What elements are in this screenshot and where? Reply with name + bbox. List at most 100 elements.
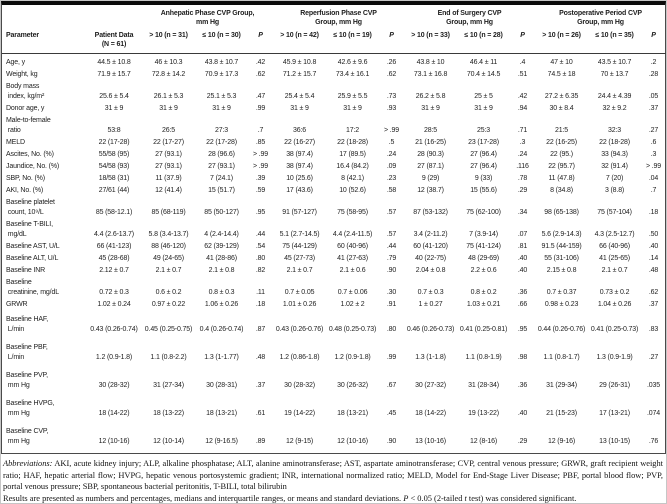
group-header-reperfusion: Reperfusion Phase CVP Group, mm Hg — [300, 10, 377, 26]
value-cell: 0.48 (0.25-0.73) — [328, 326, 377, 333]
p-value-cell: > .99 — [646, 163, 662, 170]
value-cell: 55 (31-106) — [544, 255, 579, 262]
anhepatic-le10-header: ≤ 10 (n = 30) — [195, 29, 248, 54]
table-row: Baseline ALT, U/L 45 (28-68) 49 (24-65) 41 … — [2, 253, 666, 265]
results-text-mid: < 0.05 (2-tailed — [408, 493, 465, 503]
group-header-postoperative: Postoperative Period CVP Group, mm Hg — [559, 10, 642, 26]
p-value-cell: .80 — [255, 255, 266, 262]
end-of-surgery-p-header: P — [510, 29, 536, 54]
value-cell: 0.46 (0.26-0.73) — [406, 326, 455, 333]
table-body: Age, y 44.5 ± 10.8 46 ± 10.3 43.8 ± 10.7.42… — [2, 54, 666, 454]
value-cell: 1.2 (0.9-1.8) — [334, 354, 371, 361]
parameter-label: MELD — [6, 139, 25, 146]
value-cell: 46 ± 10.3 — [154, 59, 183, 66]
value-cell: 29 (26-31) — [599, 382, 630, 389]
parameter-label: Baseline HVPG, mm Hg — [6, 400, 55, 417]
value-cell: 2.2 ± 0.6 — [470, 267, 497, 274]
value-cell: 13 (10-15) — [599, 438, 630, 445]
value-cell: 17 (43.6) — [286, 187, 313, 194]
abbreviations-note: Abbreviations: AKI, acute kidney injury;… — [3, 458, 663, 493]
p-value-cell: .05 — [648, 93, 659, 100]
value-cell: 73.4 ± 16.1 — [335, 71, 370, 78]
p-value-cell: .40 — [648, 243, 659, 250]
value-cell: 7 (24.1) — [210, 175, 233, 182]
parameter-label: Baseline ALT, U/L — [6, 255, 59, 262]
p-value-cell: .78 — [517, 175, 528, 182]
value-cell: 26.1 ± 5.3 — [153, 93, 184, 100]
value-cell: 1.1 (0.8-1.7) — [543, 354, 580, 361]
value-cell: 8 (42.1) — [341, 175, 364, 182]
patient-data-header: Patient Data (N = 61) — [86, 29, 142, 54]
p-value-cell: .29 — [517, 438, 528, 445]
p-value-cell: .61 — [255, 410, 266, 417]
value-cell: 11 (37.9) — [155, 175, 182, 182]
value-cell: 33 (94.3) — [601, 151, 628, 158]
value-cell: 1.04 ± 0.26 — [597, 301, 632, 308]
anhepatic-gt10-header: > 10 (n = 31) — [142, 29, 195, 54]
table-row: Male-to-female ratio 53:8 26:5 27:3 .7 36:6 17… — [2, 115, 666, 137]
table-row: SBP, No. (%) 18/58 (31) 11 (37.9) 7 (24.1).… — [2, 173, 666, 185]
value-cell: 17:2 — [346, 127, 360, 134]
value-cell: 45 (27-73) — [284, 255, 315, 262]
value-cell: 31 (28-34) — [468, 382, 499, 389]
value-cell: 66 (41-123) — [96, 243, 132, 250]
results-note: Results are presented as numbers and per… — [3, 493, 663, 503]
value-cell: 4.4 (2.6-13.7) — [94, 231, 134, 238]
value-cell: 1.02 ± 2 — [340, 301, 365, 308]
value-cell: 75 (44-129) — [282, 243, 317, 250]
value-cell: 27 (96.4) — [470, 151, 497, 158]
p-value-cell: .79 — [386, 255, 397, 262]
value-cell: 28:5 — [424, 127, 438, 134]
value-cell: 22 (95.7) — [548, 163, 575, 170]
value-cell: 30 (28-32) — [284, 382, 315, 389]
abbreviations-text: AKI, acute kidney injury; ALP, alkaline … — [3, 459, 663, 492]
reperfusion-p-header: P — [379, 29, 405, 54]
p-value-cell: .24 — [517, 151, 528, 158]
value-cell: 2.12 ± 0.7 — [99, 267, 129, 274]
value-cell: 43.5 ± 10.7 — [597, 59, 632, 66]
value-cell: 12 (9-16.5) — [205, 438, 238, 445]
value-cell: 15 (55.6) — [470, 187, 497, 194]
value-cell: 27 (93.1) — [208, 163, 235, 170]
p-value-cell: .28 — [648, 71, 659, 78]
value-cell: 27:3 — [214, 127, 229, 134]
p-value-cell: .95 — [255, 209, 266, 216]
p-value-cell: .29 — [517, 187, 528, 194]
value-cell: 88 (46-120) — [151, 243, 186, 250]
value-cell: 75 (57-104) — [597, 209, 632, 216]
p-value-cell: .90 — [386, 267, 397, 274]
value-cell: 1 ± 0.27 — [418, 301, 443, 308]
value-cell: 12 (41.4) — [155, 187, 182, 194]
value-cell: 18 (13-22) — [153, 410, 184, 417]
value-cell: 22 (16-27) — [284, 139, 315, 146]
parameter-label: Baseline AST, U/L — [6, 243, 60, 250]
p-value-cell: .14 — [648, 255, 659, 262]
value-cell: 27 (87.1) — [417, 163, 444, 170]
value-cell: 12 (9-16) — [548, 438, 576, 445]
group-header-end-of-surgery: End of Surgery CVP Group, mm Hg — [437, 10, 502, 26]
value-cell: 3 (8.8) — [604, 187, 625, 194]
value-cell: 1.3 (1-1.77) — [204, 354, 239, 361]
value-cell: 0.73 ± 0.2 — [599, 289, 630, 296]
p-value-cell: .30 — [386, 289, 397, 296]
value-cell: 1.3 (1-1.8) — [415, 354, 446, 361]
postoperative-le10-header: ≤ 10 (n = 35) — [588, 29, 642, 54]
value-cell: 22 (17-28) — [98, 139, 130, 146]
value-cell: 71.2 ± 15.7 — [282, 71, 317, 78]
table-row: Baseline T-BILI, mg/dL 4.4 (2.6-13.7) 5.8 … — [2, 219, 666, 241]
p-value-cell: .95 — [517, 326, 528, 333]
value-cell: 17 (13-21) — [599, 410, 630, 417]
group-header-row: Anhepatic Phase CVP Group, mm Hg Reperfu… — [2, 5, 666, 29]
value-cell: 0.43 (0.26-0.76) — [275, 326, 324, 333]
value-cell: 55/58 (95) — [98, 151, 130, 158]
value-cell: 31 ± 9 — [474, 105, 493, 112]
p-value-cell: .87 — [255, 326, 266, 333]
anhepatic-p-header: P — [248, 29, 274, 54]
value-cell: 18/58 (31) — [98, 175, 130, 182]
table-header: Anhepatic Phase CVP Group, mm Hg Reperfu… — [2, 5, 666, 54]
p-value-cell: .40 — [517, 255, 528, 262]
table-row: Jaundice, No. (%) 54/58 (93) 27 (93.1) 27 (… — [2, 161, 666, 173]
value-cell: 21 (16-25) — [415, 139, 446, 146]
p-value-cell: .6 — [650, 139, 657, 146]
value-cell: 0.6 ± 0.2 — [155, 289, 182, 296]
